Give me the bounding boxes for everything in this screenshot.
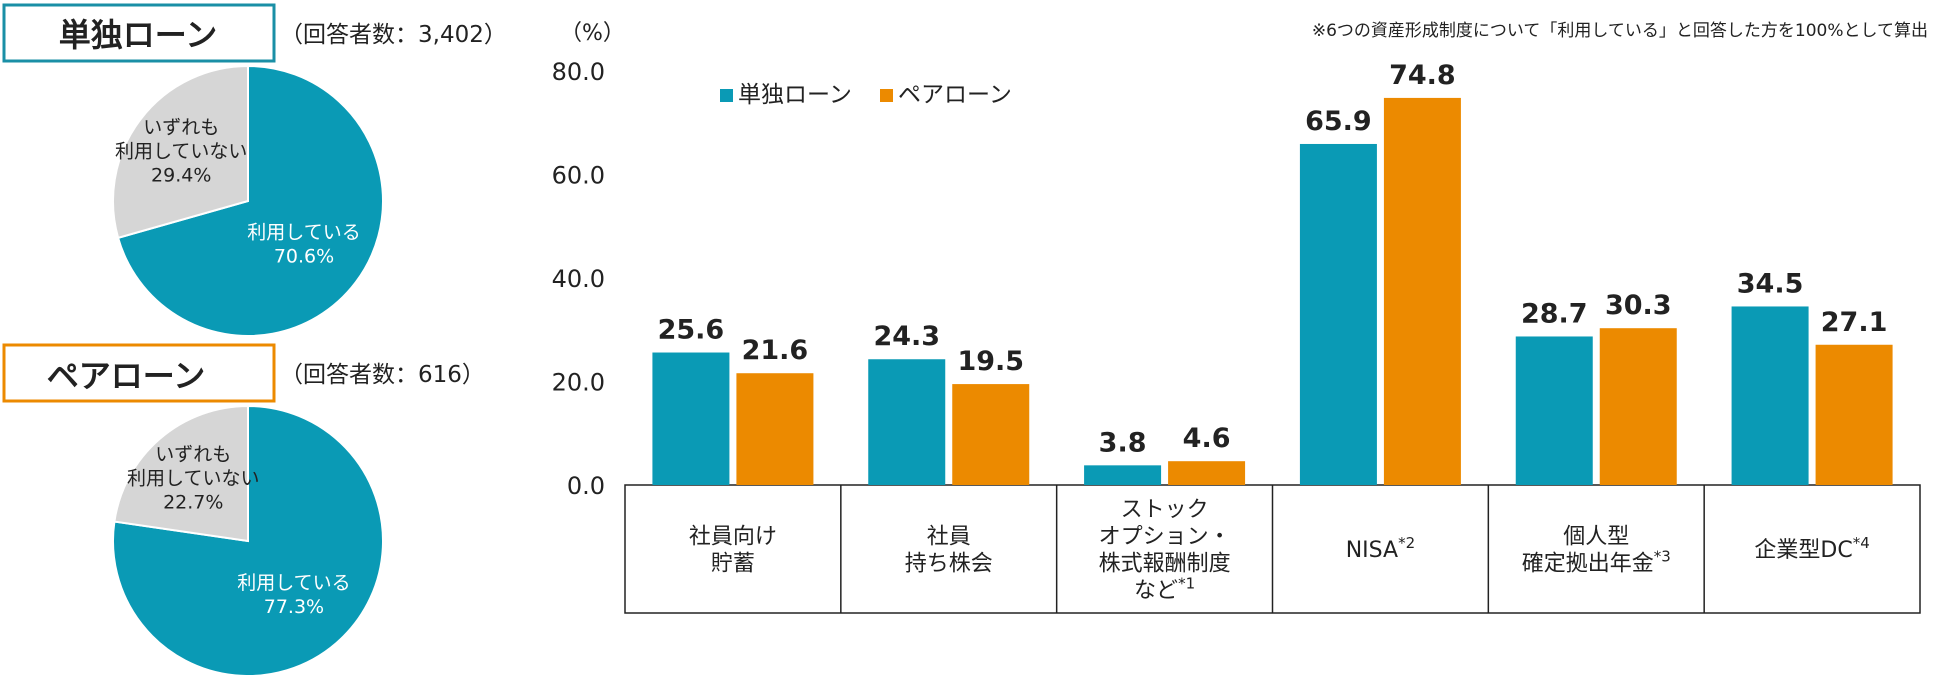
bar-pair xyxy=(1815,344,1893,485)
pie-slice-label: 77.3% xyxy=(264,596,324,618)
pie-slice-label: 利用していない xyxy=(115,141,247,163)
pie-slice-not-using xyxy=(112,64,249,240)
pie-slice-label: 70.6% xyxy=(274,245,334,267)
bar-pair xyxy=(1383,97,1461,485)
bar-pair xyxy=(736,373,814,485)
category-label-text: 確定拠出年金 xyxy=(1522,552,1654,577)
respondent-count: （回答者数：616） xyxy=(280,362,485,388)
category-label-text: 個人型 xyxy=(1563,525,1629,550)
category-label: 個人型 xyxy=(1563,525,1629,550)
category-label: など*1 xyxy=(1134,575,1195,604)
bar-single xyxy=(1299,143,1377,485)
legend-label: 単独ローン xyxy=(738,82,852,108)
category-footnote-mark: *4 xyxy=(1853,534,1870,552)
category-label: 企業型DC*4 xyxy=(1754,534,1869,563)
respondent-count: （回答者数：3,402） xyxy=(280,22,507,48)
pie-slice-label: 利用している xyxy=(237,572,350,594)
pie-slice-label: いずれも xyxy=(143,117,219,139)
category-label-text: 貯蓄 xyxy=(711,552,755,577)
pie-slice-label: 22.7% xyxy=(163,492,223,514)
bar-value-label: 27.1 xyxy=(1821,307,1888,338)
pie-title-frame xyxy=(2,3,276,63)
legend-swatch xyxy=(880,89,893,102)
bar-single xyxy=(652,352,730,485)
y-tick-label: 60.0 xyxy=(552,162,605,190)
bar-single xyxy=(1515,336,1593,485)
y-tick-label: 80.0 xyxy=(552,58,605,86)
y-tick-label: 20.0 xyxy=(552,369,605,397)
bar-pair xyxy=(1599,328,1677,485)
category-footnote-mark: *2 xyxy=(1398,534,1415,552)
y-tick-label: 0.0 xyxy=(567,472,605,500)
pie-slice-using xyxy=(116,64,385,337)
y-tick-label: 40.0 xyxy=(552,265,605,293)
category-label-text: 社員 xyxy=(927,525,971,550)
bar-single xyxy=(1731,306,1809,485)
pie-title: 単独ローン xyxy=(59,16,217,54)
category-label: 確定拠出年金*3 xyxy=(1522,548,1671,577)
bar-pair xyxy=(952,384,1030,485)
category-footnote-mark: *1 xyxy=(1178,575,1195,593)
legend-label: ペアローン xyxy=(898,82,1012,108)
bar-single xyxy=(1084,465,1162,485)
category-label-text: 持ち株会 xyxy=(905,552,993,577)
category-label: 株式報酬制度 xyxy=(1099,552,1231,577)
category-label-text: 社員向け xyxy=(689,525,777,550)
bar-value-label: 34.5 xyxy=(1737,268,1804,299)
category-label-text: など xyxy=(1134,579,1178,604)
legend-swatch xyxy=(720,89,733,102)
category-footnote-mark: *3 xyxy=(1654,548,1671,566)
category-label-text: ストック xyxy=(1121,498,1209,523)
chart-note: ※6つの資産形成制度について「利用している」と回答した方を100%として算出 xyxy=(1312,21,1928,41)
category-label-text: NISA xyxy=(1346,538,1398,563)
bar-value-label: 74.8 xyxy=(1389,60,1456,91)
category-label: 社員向け xyxy=(689,525,777,550)
bar-value-label: 4.6 xyxy=(1183,423,1231,454)
bar-value-label: 25.6 xyxy=(658,315,725,346)
category-label: 貯蓄 xyxy=(711,552,755,577)
pie-slice-label: いずれも xyxy=(155,444,231,466)
bar-single xyxy=(868,359,946,485)
category-label-text: 株式報酬制度 xyxy=(1099,552,1231,577)
category-label-text: オプション・ xyxy=(1099,525,1231,550)
bar-value-label: 19.5 xyxy=(957,346,1024,377)
pie-slice-label: 利用していない xyxy=(127,468,259,490)
y-unit-label: （%） xyxy=(560,21,625,46)
category-label: 社員 xyxy=(927,525,971,550)
bar-value-label: 24.3 xyxy=(873,321,940,352)
pie-slice-label: 29.4% xyxy=(151,165,211,187)
category-label: 持ち株会 xyxy=(905,552,993,577)
bar-value-label: 21.6 xyxy=(742,335,809,366)
bar-pair xyxy=(1168,461,1246,485)
bar-value-label: 65.9 xyxy=(1305,106,1372,137)
bar-value-label: 30.3 xyxy=(1605,290,1672,321)
pie-title: ペアローン xyxy=(47,357,205,395)
category-label: NISA*2 xyxy=(1346,534,1415,563)
pie-title-frame xyxy=(2,343,276,403)
category-label: ストック xyxy=(1121,498,1209,523)
category-label: オプション・ xyxy=(1099,525,1231,550)
pie-slice-not-using xyxy=(113,404,249,543)
bar-value-label: 3.8 xyxy=(1099,427,1147,458)
pie-slice-label: 利用している xyxy=(247,221,360,243)
bar-value-label: 28.7 xyxy=(1521,298,1588,329)
category-label-text: 企業型DC xyxy=(1754,538,1852,563)
